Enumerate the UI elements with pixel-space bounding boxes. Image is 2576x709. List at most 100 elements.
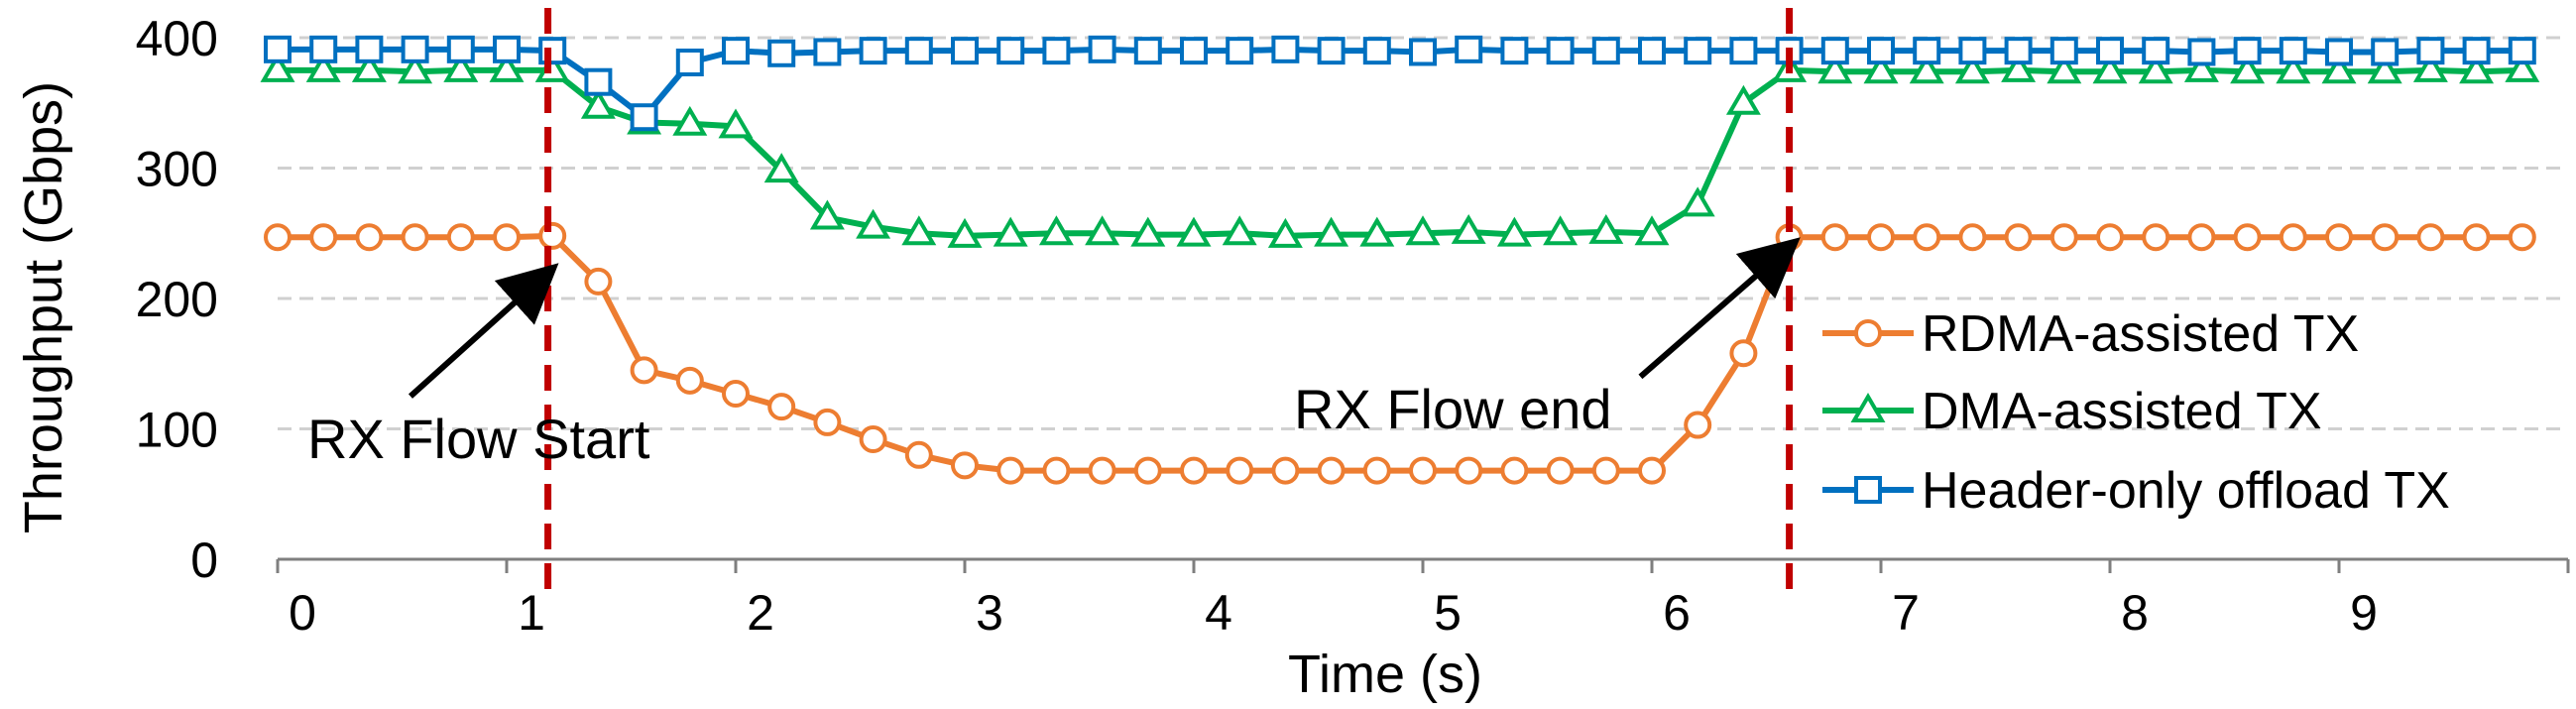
data-point [2508, 37, 2536, 65]
legend: RDMA-assisted TX DMA-assisted TX Header-on… [1822, 305, 2450, 520]
data-point [1088, 456, 1116, 485]
data-point [2187, 223, 2216, 252]
data-point [538, 221, 567, 250]
data-point [722, 379, 750, 408]
data-point [1130, 216, 1166, 247]
data-point [763, 153, 799, 183]
data-point [630, 103, 658, 132]
data-point [996, 37, 1025, 65]
data-point [1913, 223, 1941, 252]
data-point [538, 37, 567, 65]
y-tick-label: 400 [136, 11, 218, 66]
x-tick-labels: 0 1 2 3 4 5 6 7 8 9 [289, 585, 2378, 641]
data-point [446, 35, 475, 63]
data-point [443, 52, 479, 82]
legend-entry: RDMA-assisted TX [1822, 305, 2359, 363]
data-point [767, 39, 796, 67]
data-point [1684, 411, 1712, 439]
data-point [904, 37, 933, 65]
data-point [2187, 38, 2216, 66]
data-point [1133, 456, 1162, 485]
data-point [1455, 456, 1483, 485]
legend-swatch-marker [1854, 476, 1882, 504]
data-point [1317, 456, 1346, 485]
y-tick-labels: 0 100 200 300 400 [136, 11, 218, 588]
legend-label: RDMA-assisted TX [1922, 305, 2359, 363]
data-point [1958, 37, 1987, 65]
data-point [1455, 35, 1483, 63]
x-tick-label: 3 [976, 585, 1003, 641]
data-point [2096, 37, 2124, 65]
x-tick-label: 5 [1434, 585, 1462, 641]
data-point [2416, 37, 2445, 65]
x-tick-label: 8 [2121, 585, 2149, 641]
data-point [1085, 215, 1120, 246]
data-point [2183, 52, 2219, 82]
x-tick-label: 9 [2350, 585, 2378, 641]
data-point [401, 223, 429, 252]
legend-entry: Header-only offload TX [1822, 462, 2450, 520]
data-point [1180, 37, 1208, 65]
legend-label: Header-only offload TX [1922, 462, 2450, 520]
legend-swatch-marker [1854, 319, 1882, 347]
data-point [1820, 223, 1849, 252]
data-point [809, 199, 845, 230]
data-point [2138, 54, 2173, 84]
data-point [2462, 223, 2491, 252]
y-tick-label: 0 [190, 532, 218, 588]
data-point [1042, 456, 1071, 485]
data-point [1958, 223, 1987, 252]
data-point [2001, 52, 2037, 82]
data-point [1180, 456, 1208, 485]
data-point [675, 48, 704, 76]
data-point [1226, 456, 1254, 485]
data-point [2230, 54, 2266, 84]
data-point [993, 216, 1028, 247]
x-tick-label: 1 [518, 585, 545, 641]
data-point [309, 223, 338, 252]
data-point [1817, 54, 1853, 84]
data-point [859, 425, 887, 454]
data-point [1634, 215, 1670, 246]
data-point [2325, 38, 2353, 66]
data-point [1638, 456, 1666, 485]
data-point [1042, 37, 1071, 65]
data-point [1222, 215, 1257, 246]
data-point [1359, 216, 1395, 247]
data-point [904, 440, 933, 469]
data-point [2049, 223, 2078, 252]
x-tick-label: 6 [1663, 585, 1691, 641]
data-point [355, 35, 384, 63]
data-point [2142, 37, 2170, 65]
series-line [278, 46, 2522, 121]
x-tick-label: 7 [1892, 585, 1920, 641]
data-point [2279, 37, 2307, 65]
x-axis-title: Time (s) [1288, 645, 1482, 704]
data-point [722, 37, 750, 65]
x-tick-label: 0 [289, 585, 316, 641]
data-point [859, 37, 887, 65]
legend-swatch-marker [1850, 393, 1886, 422]
data-point [2459, 54, 2495, 84]
data-point [489, 52, 525, 82]
data-point [2142, 223, 2170, 252]
data-point [1496, 216, 1532, 247]
annotation-text: RX Flow end [1294, 378, 1612, 440]
data-point [1684, 37, 1712, 65]
data-point [1451, 213, 1486, 244]
data-point [1317, 37, 1346, 65]
data-point [584, 267, 613, 295]
data-point [2505, 52, 2540, 82]
data-point [675, 366, 704, 395]
data-point [1729, 37, 1758, 65]
y-tick-label: 200 [136, 272, 218, 327]
data-point [2371, 38, 2400, 66]
legend-label: DMA-assisted TX [1922, 383, 2322, 440]
data-point [901, 215, 937, 246]
data-point [2233, 223, 2262, 252]
data-point [2276, 54, 2311, 84]
data-point [493, 35, 521, 63]
data-point [672, 105, 708, 136]
data-point [813, 408, 842, 436]
